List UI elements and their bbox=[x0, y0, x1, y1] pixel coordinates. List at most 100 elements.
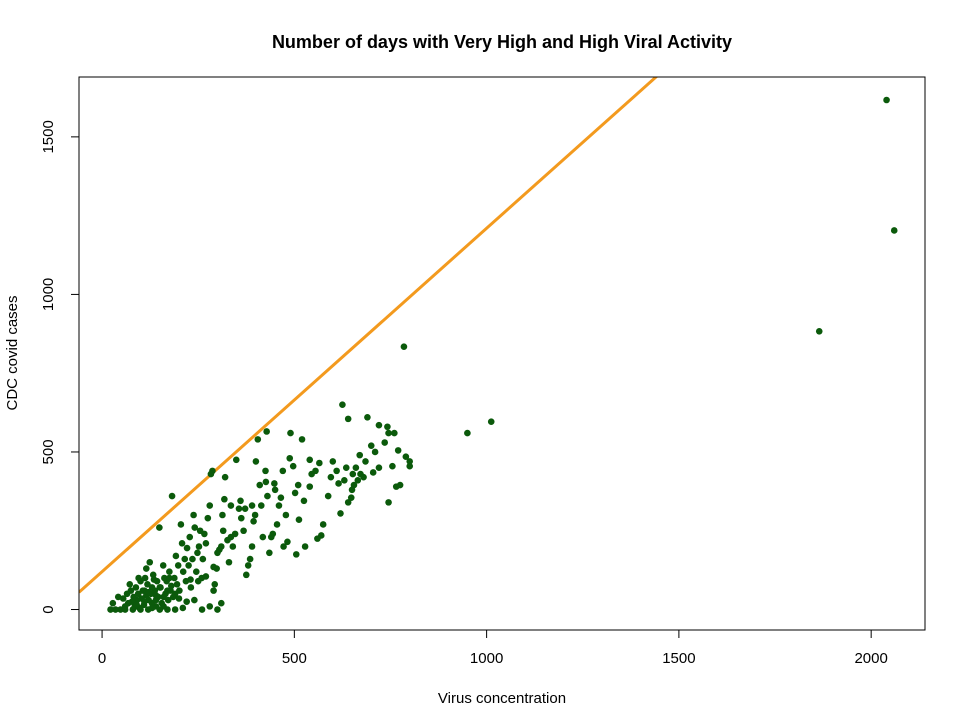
data-point bbox=[256, 481, 264, 489]
data-point bbox=[367, 442, 375, 449]
data-point bbox=[171, 606, 179, 613]
data-point bbox=[282, 511, 290, 519]
data-point bbox=[191, 596, 198, 604]
data-point bbox=[301, 543, 309, 550]
data-point bbox=[194, 549, 201, 557]
data-point bbox=[342, 464, 350, 472]
data-point bbox=[109, 599, 117, 607]
data-point bbox=[129, 606, 137, 613]
y-tick-label: 1500 bbox=[40, 120, 57, 153]
data-point bbox=[141, 574, 149, 582]
data-point bbox=[271, 486, 279, 494]
x-tick-label: 500 bbox=[282, 650, 307, 667]
data-point bbox=[142, 565, 150, 572]
data-point bbox=[198, 606, 206, 613]
data-point bbox=[121, 606, 129, 613]
data-point bbox=[211, 581, 219, 588]
x-tick-label: 1500 bbox=[662, 650, 695, 667]
data-point bbox=[152, 592, 160, 599]
data-point bbox=[394, 447, 402, 454]
data-point bbox=[263, 428, 270, 435]
data-point bbox=[375, 421, 383, 429]
data-point bbox=[389, 462, 396, 470]
data-point bbox=[252, 458, 260, 465]
data-point bbox=[237, 497, 244, 505]
data-point bbox=[324, 492, 332, 500]
data-point bbox=[167, 582, 175, 590]
data-point bbox=[242, 571, 250, 579]
data-point bbox=[319, 521, 327, 528]
data-point bbox=[173, 581, 181, 588]
data-point bbox=[107, 606, 114, 613]
data-point bbox=[392, 483, 400, 490]
data-point bbox=[117, 606, 124, 613]
data-point bbox=[364, 414, 371, 421]
data-point bbox=[327, 473, 335, 481]
data-point bbox=[141, 598, 148, 605]
x-axis-label: Virus concentration bbox=[438, 690, 566, 707]
data-point bbox=[164, 587, 171, 594]
data-point bbox=[179, 568, 187, 576]
data-point bbox=[135, 574, 142, 582]
data-point bbox=[206, 502, 214, 509]
data-point bbox=[344, 499, 352, 506]
data-point bbox=[306, 483, 314, 490]
data-point bbox=[248, 543, 256, 550]
data-point bbox=[300, 497, 308, 505]
data-point bbox=[406, 462, 414, 470]
data-point bbox=[187, 584, 195, 591]
data-point bbox=[240, 527, 247, 535]
data-point bbox=[159, 562, 167, 569]
data-point bbox=[308, 470, 315, 478]
data-point bbox=[360, 473, 367, 481]
data-point bbox=[150, 576, 158, 583]
data-point bbox=[237, 514, 245, 522]
data-point bbox=[152, 596, 160, 604]
data-point bbox=[214, 606, 221, 613]
data-point bbox=[214, 549, 221, 557]
data-point bbox=[196, 527, 204, 535]
data-point bbox=[347, 494, 355, 501]
data-point bbox=[271, 480, 278, 487]
data-point bbox=[287, 429, 294, 437]
data-point bbox=[227, 502, 235, 509]
data-point bbox=[354, 477, 362, 484]
y-tick-label: 1000 bbox=[40, 278, 57, 311]
data-point bbox=[341, 477, 348, 484]
data-point bbox=[250, 517, 257, 525]
y-axis-label: CDC covid cases bbox=[4, 295, 21, 410]
data-point bbox=[183, 598, 190, 605]
data-point bbox=[381, 439, 389, 446]
data-point bbox=[890, 227, 898, 234]
data-point bbox=[294, 481, 302, 489]
data-point bbox=[286, 454, 294, 462]
data-point bbox=[385, 499, 392, 506]
plot-frame bbox=[78, 76, 926, 631]
data-point bbox=[206, 603, 214, 610]
x-tick-label: 2000 bbox=[854, 650, 887, 667]
data-point bbox=[195, 543, 203, 550]
data-point bbox=[221, 473, 229, 481]
data-point bbox=[185, 562, 192, 569]
data-point bbox=[225, 558, 233, 566]
data-point bbox=[259, 533, 267, 541]
data-point bbox=[298, 436, 306, 443]
data-point bbox=[356, 451, 364, 459]
data-point bbox=[171, 574, 178, 582]
data-point bbox=[134, 590, 142, 598]
x-tick-label: 1000 bbox=[470, 650, 503, 667]
data-point bbox=[314, 535, 321, 542]
data-point bbox=[815, 327, 823, 335]
data-point bbox=[174, 562, 182, 569]
data-point bbox=[369, 469, 377, 476]
data-point bbox=[391, 429, 398, 437]
data-point bbox=[126, 581, 134, 588]
data-point bbox=[177, 521, 185, 528]
data-point bbox=[400, 343, 408, 351]
data-point bbox=[335, 480, 342, 487]
data-point bbox=[171, 590, 179, 598]
data-point bbox=[202, 540, 210, 547]
data-point bbox=[112, 606, 119, 613]
data-point bbox=[232, 456, 240, 464]
